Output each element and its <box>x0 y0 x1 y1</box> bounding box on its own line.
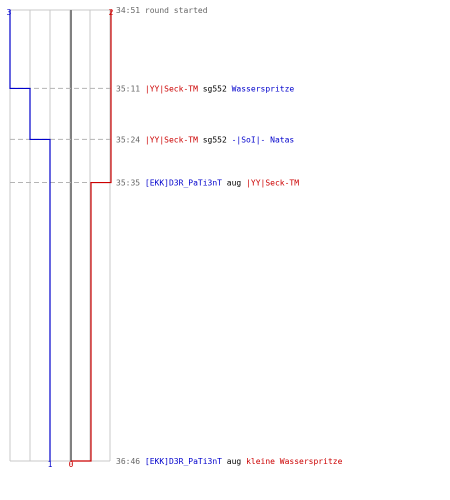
event-label: 36:46 [EKK]D3R_PaTi3nT aug kleine Wasser… <box>116 457 343 466</box>
red-count-tick: 0 <box>69 460 74 469</box>
event-time: 36:46 <box>116 457 145 466</box>
event-segment: |YY|Seck-TM <box>246 179 299 188</box>
series-lines <box>9 10 112 462</box>
red-team-line <box>71 10 112 462</box>
event-label: 34:51 round started <box>116 6 208 15</box>
event-segment: Wasserspritze <box>232 84 295 93</box>
event-segment: kleine Wasserspritze <box>246 457 343 466</box>
event-labels: 34:51 round started 35:11 |YY|Seck-TM sg5… <box>116 6 343 466</box>
event-time: 35:24 <box>116 135 145 144</box>
event-segment: |YY|Seck-TM <box>145 84 198 93</box>
event-label: 35:35 [EKK]D3R_PaTi3nT aug |YY|Seck-TM <box>116 179 299 188</box>
red-count-tick: 2 <box>109 8 114 17</box>
event-label: 35:11 |YY|Seck-TM sg552 Wasserspritze <box>116 84 294 93</box>
event-segment: [EKK]D3R_PaTi3nT <box>145 457 222 466</box>
player-count-ticks: 3 2 1 0 <box>7 8 114 469</box>
event-segment: aug <box>222 457 246 466</box>
grid-layer <box>9 9 111 462</box>
blue-count-tick: 3 <box>7 8 12 17</box>
event-segment: sg552 <box>198 135 232 144</box>
event-segment: round started <box>145 6 208 15</box>
event-segment: sg552 <box>198 84 232 93</box>
event-segment: aug <box>222 179 246 188</box>
event-lines <box>10 87 112 184</box>
event-time: 35:35 <box>116 179 145 188</box>
event-time: 35:11 <box>116 84 145 93</box>
event-segment: |YY|Seck-TM <box>145 135 198 144</box>
event-label: 35:24 |YY|Seck-TM sg552 -|SoI|- Natas <box>116 135 294 144</box>
event-time: 34:51 <box>116 6 145 15</box>
blue-count-tick: 1 <box>48 460 53 469</box>
blue-team-line <box>9 10 51 461</box>
event-segment: [EKK]D3R_PaTi3nT <box>145 179 222 188</box>
event-segment: -|SoI|- Natas <box>232 135 295 144</box>
